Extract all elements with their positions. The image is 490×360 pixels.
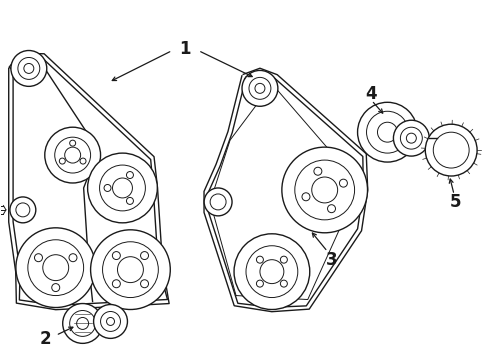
Circle shape (210, 194, 226, 210)
Circle shape (377, 122, 397, 142)
Circle shape (141, 252, 148, 260)
Text: 4: 4 (366, 85, 377, 103)
Circle shape (393, 120, 429, 156)
Circle shape (340, 179, 347, 187)
Circle shape (295, 160, 355, 220)
Circle shape (234, 234, 310, 310)
Text: 5: 5 (449, 193, 461, 211)
Circle shape (11, 50, 47, 86)
Circle shape (16, 228, 96, 307)
Circle shape (118, 257, 144, 283)
Circle shape (18, 58, 40, 80)
Circle shape (433, 132, 469, 168)
Circle shape (34, 254, 43, 262)
Circle shape (106, 318, 115, 325)
Circle shape (88, 153, 157, 223)
Circle shape (249, 77, 271, 99)
Circle shape (255, 84, 265, 93)
Circle shape (59, 158, 65, 164)
Circle shape (91, 230, 171, 310)
Circle shape (358, 102, 417, 162)
Circle shape (260, 260, 284, 284)
Circle shape (242, 71, 278, 106)
Circle shape (55, 137, 91, 173)
Circle shape (24, 63, 34, 73)
Circle shape (246, 246, 298, 298)
Circle shape (45, 127, 100, 183)
Circle shape (256, 280, 264, 287)
Circle shape (76, 318, 89, 329)
Circle shape (104, 184, 111, 192)
Text: 3: 3 (326, 251, 338, 269)
Circle shape (141, 280, 148, 288)
Circle shape (70, 140, 75, 146)
Circle shape (112, 252, 121, 260)
Circle shape (10, 197, 36, 223)
Circle shape (102, 242, 158, 298)
Circle shape (63, 303, 102, 343)
Circle shape (70, 310, 96, 336)
Circle shape (100, 311, 121, 332)
Circle shape (327, 205, 336, 213)
Circle shape (282, 147, 368, 233)
Circle shape (113, 178, 132, 198)
Circle shape (126, 172, 133, 179)
Circle shape (69, 254, 77, 262)
Circle shape (28, 240, 84, 296)
Text: 2: 2 (40, 330, 51, 348)
Circle shape (367, 111, 408, 153)
Circle shape (94, 305, 127, 338)
Circle shape (312, 177, 338, 203)
Circle shape (406, 133, 416, 143)
Circle shape (400, 127, 422, 149)
Circle shape (256, 256, 264, 263)
Circle shape (65, 147, 81, 163)
Circle shape (43, 255, 69, 280)
Circle shape (99, 165, 146, 211)
Circle shape (302, 193, 310, 201)
Circle shape (425, 124, 477, 176)
Circle shape (126, 197, 133, 204)
Circle shape (112, 280, 121, 288)
Circle shape (16, 203, 30, 217)
Circle shape (52, 284, 60, 292)
Circle shape (80, 158, 86, 164)
Circle shape (280, 256, 287, 263)
Circle shape (280, 280, 287, 287)
Text: 1: 1 (179, 40, 191, 58)
Circle shape (314, 167, 322, 175)
Circle shape (204, 188, 232, 216)
